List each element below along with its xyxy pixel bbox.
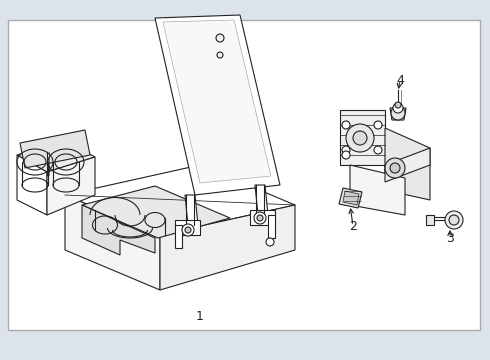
- Circle shape: [217, 52, 223, 58]
- Polygon shape: [65, 195, 160, 290]
- Text: 1: 1: [196, 310, 204, 323]
- Circle shape: [374, 121, 382, 129]
- Circle shape: [449, 215, 459, 225]
- Circle shape: [266, 238, 274, 246]
- Circle shape: [374, 146, 382, 154]
- Text: 2: 2: [349, 220, 357, 233]
- Polygon shape: [343, 191, 359, 205]
- Polygon shape: [385, 128, 430, 200]
- Text: 4: 4: [396, 73, 404, 86]
- Polygon shape: [17, 140, 95, 172]
- Circle shape: [385, 158, 405, 178]
- Polygon shape: [65, 165, 295, 235]
- Polygon shape: [160, 205, 295, 290]
- Circle shape: [445, 211, 463, 229]
- Polygon shape: [350, 165, 405, 215]
- Polygon shape: [426, 215, 434, 225]
- Polygon shape: [385, 148, 430, 182]
- Polygon shape: [175, 225, 182, 248]
- Circle shape: [395, 102, 401, 108]
- Circle shape: [342, 121, 350, 129]
- Polygon shape: [175, 220, 200, 235]
- Polygon shape: [390, 108, 406, 120]
- Circle shape: [257, 215, 263, 221]
- Circle shape: [342, 146, 350, 154]
- Circle shape: [391, 106, 405, 120]
- Circle shape: [353, 131, 367, 145]
- Polygon shape: [155, 15, 280, 195]
- Polygon shape: [268, 215, 275, 238]
- Polygon shape: [163, 20, 271, 183]
- Circle shape: [393, 103, 403, 113]
- Circle shape: [216, 34, 224, 42]
- Polygon shape: [82, 205, 155, 255]
- Circle shape: [346, 124, 374, 152]
- Circle shape: [182, 224, 194, 236]
- Circle shape: [185, 227, 191, 233]
- Polygon shape: [185, 195, 198, 225]
- Text: 3: 3: [446, 231, 454, 244]
- Circle shape: [390, 163, 400, 173]
- Circle shape: [342, 151, 350, 159]
- Bar: [8, 20, 480, 330]
- Polygon shape: [340, 110, 385, 165]
- Polygon shape: [250, 210, 275, 225]
- Polygon shape: [339, 188, 362, 208]
- Polygon shape: [17, 155, 47, 215]
- Circle shape: [254, 212, 266, 224]
- Polygon shape: [255, 185, 268, 215]
- Polygon shape: [20, 130, 90, 168]
- Polygon shape: [47, 157, 95, 215]
- Polygon shape: [82, 186, 230, 238]
